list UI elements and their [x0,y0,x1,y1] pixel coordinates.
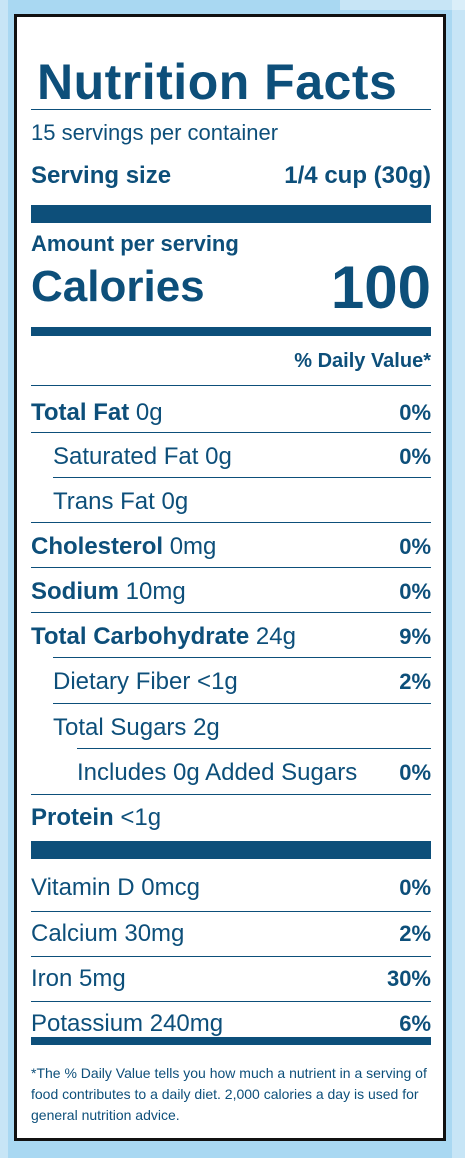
nutrient-daily-value: 0% [399,760,431,785]
nutrient-amount: 0g [135,399,163,426]
nutrient-daily-value: 9% [399,624,431,649]
thick-divider [31,841,431,859]
nutrient-label: Includes 0g Added Sugars [77,759,358,786]
daily-value-header: % Daily Value* [294,349,431,372]
nutrient-row-protein: Protein <1g [31,796,431,840]
nutrition-label-panel: Nutrition Facts 15 servings per containe… [14,14,446,1141]
nutrient-label: Total Carbohydrate [31,623,250,650]
nutrient-daily-value: 0% [399,400,431,425]
nutrient-label: Trans Fat [53,488,155,515]
vitamin-label: Vitamin D [31,874,135,901]
nutrient-row-cholesterol: Cholesterol 0mg 0% [31,524,431,570]
divider [31,956,431,957]
vitamin-label: Calcium [31,920,118,947]
nutrient-row-added-sugars: Includes 0g Added Sugars 0% [31,750,431,796]
divider [31,432,431,433]
vitamin-amount: 240mg [149,1010,224,1037]
vitamin-label: Iron [31,965,73,992]
divider [31,911,431,912]
nutrient-daily-value: 0% [399,444,431,469]
amount-per-serving-text: Amount per serving [31,231,239,256]
vitamin-row-vitamin-d: Vitamin D 0mcg 0% [31,865,431,911]
nutrient-row-dietary-fiber: Dietary Fiber <1g 2% [31,659,431,705]
serving-size-value: 1/4 cup (30g) [284,162,431,189]
vitamin-row-potassium: Potassium 240mg 6% [31,1001,431,1047]
divider [31,1001,431,1002]
calories-row: Calories 100 [31,254,431,321]
servings-per-container-text: 15 servings per container [31,120,279,145]
divider [31,522,431,523]
divider [53,657,431,658]
servings-per-container: 15 servings per container [31,118,431,148]
nutrient-label: Total Fat [31,399,130,426]
calories-label: Calories [31,262,205,311]
vitamin-daily-value: 2% [399,921,431,946]
calories-value: 100 [330,253,431,321]
daily-value-footnote: *The % Daily Value tells you how much a … [31,1065,427,1123]
nutrient-row-total-fat: Total Fat 0g 0% [31,390,431,436]
nutrient-label: Cholesterol [31,533,164,560]
nutrient-daily-value: 0% [399,579,431,604]
vitamin-daily-value: 6% [399,1011,431,1036]
nutrient-amount: 0g [161,488,189,515]
vitamin-row-iron: Iron 5mg 30% [31,956,431,1002]
divider [53,703,431,704]
nutrient-amount: <1g [197,668,238,695]
amount-per-serving: Amount per serving [31,230,431,258]
vitamin-daily-value: 30% [386,966,431,991]
nutrient-row-saturated-fat: Saturated Fat 0g 0% [31,434,431,480]
label-title: Nutrition Facts [37,54,398,110]
background-streak [340,0,465,10]
vitamin-row-calcium: Calcium 30mg 2% [31,911,431,957]
nutrient-label: Dietary Fiber [53,668,191,695]
nutrient-amount: 0mg [169,533,217,560]
nutrient-label: Protein [31,804,114,831]
background-streak [452,0,465,1158]
divider [31,109,431,110]
nutrient-amount: 10mg [125,578,186,605]
nutrient-row-total-carbohydrate: Total Carbohydrate 24g 9% [31,614,431,660]
vitamin-amount: 30mg [124,920,185,947]
vitamin-label: Potassium [31,1010,144,1037]
thick-divider [31,205,431,223]
divider [31,385,431,386]
vitamin-amount: 5mg [79,965,126,992]
nutrient-label: Saturated Fat [53,443,199,470]
medium-divider [31,1037,431,1045]
nutrient-amount: 0g [205,443,232,470]
daily-value-header-row: % Daily Value* [31,343,431,379]
nutrient-amount: 2g [193,714,220,741]
nutrient-label: Sodium [31,578,119,605]
nutrient-label: Total Sugars [53,714,187,741]
nutrient-daily-value: 2% [399,669,431,694]
medium-divider [31,327,431,336]
divider [31,794,431,795]
vitamin-daily-value: 0% [399,875,431,900]
nutrient-row-sodium: Sodium 10mg 0% [31,569,431,615]
nutrient-row-total-sugars: Total Sugars 2g [31,705,431,751]
nutrient-daily-value: 0% [399,534,431,559]
nutrient-amount: 24g [255,623,296,650]
divider [53,477,431,478]
divider [31,567,431,568]
vitamin-amount: 0mcg [141,874,200,901]
serving-size-label: Serving size [31,162,172,189]
background-streak [0,0,8,1158]
divider [77,748,431,749]
nutrient-row-trans-fat: Trans Fat 0g [31,479,431,525]
serving-size-row: Serving size 1/4 cup (30g) [31,159,431,193]
nutrient-amount: <1g [120,804,162,831]
divider [31,612,431,613]
